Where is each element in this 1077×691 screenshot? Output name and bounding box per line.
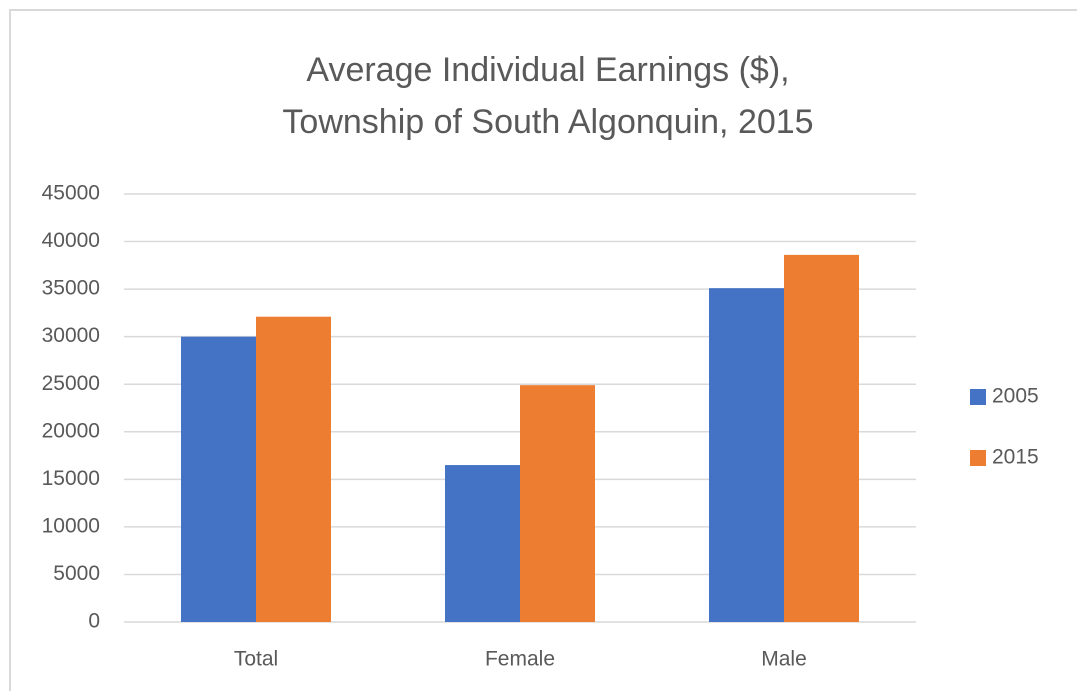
y-tick-label: 5000 [53, 562, 100, 585]
legend-label: 2005 [992, 385, 1039, 408]
chart-title: Average Individual Earnings ($), [306, 51, 789, 89]
y-tick-label: 45000 [42, 182, 100, 205]
y-tick-label: 30000 [42, 324, 100, 347]
y-tick-label: 0 [88, 610, 100, 633]
legend-swatch [970, 450, 986, 466]
y-tick-label: 15000 [42, 467, 100, 490]
y-tick-label: 20000 [42, 419, 100, 442]
x-tick-label: Total [234, 648, 278, 671]
y-tick-label: 10000 [42, 514, 100, 537]
y-tick-label: 40000 [42, 229, 100, 252]
bar [256, 316, 331, 622]
legend-label: 2015 [992, 446, 1039, 469]
chart-title: Township of South Algonquin, 2015 [282, 103, 813, 141]
x-tick-label: Male [761, 648, 807, 671]
bar [181, 336, 256, 622]
y-tick-label: 25000 [42, 372, 100, 395]
bar [445, 465, 520, 622]
x-tick-label: Female [485, 648, 555, 671]
bar [520, 385, 595, 622]
bar [784, 254, 859, 623]
bar [709, 288, 784, 622]
y-tick-label: 35000 [42, 277, 100, 300]
legend-swatch [970, 389, 986, 405]
